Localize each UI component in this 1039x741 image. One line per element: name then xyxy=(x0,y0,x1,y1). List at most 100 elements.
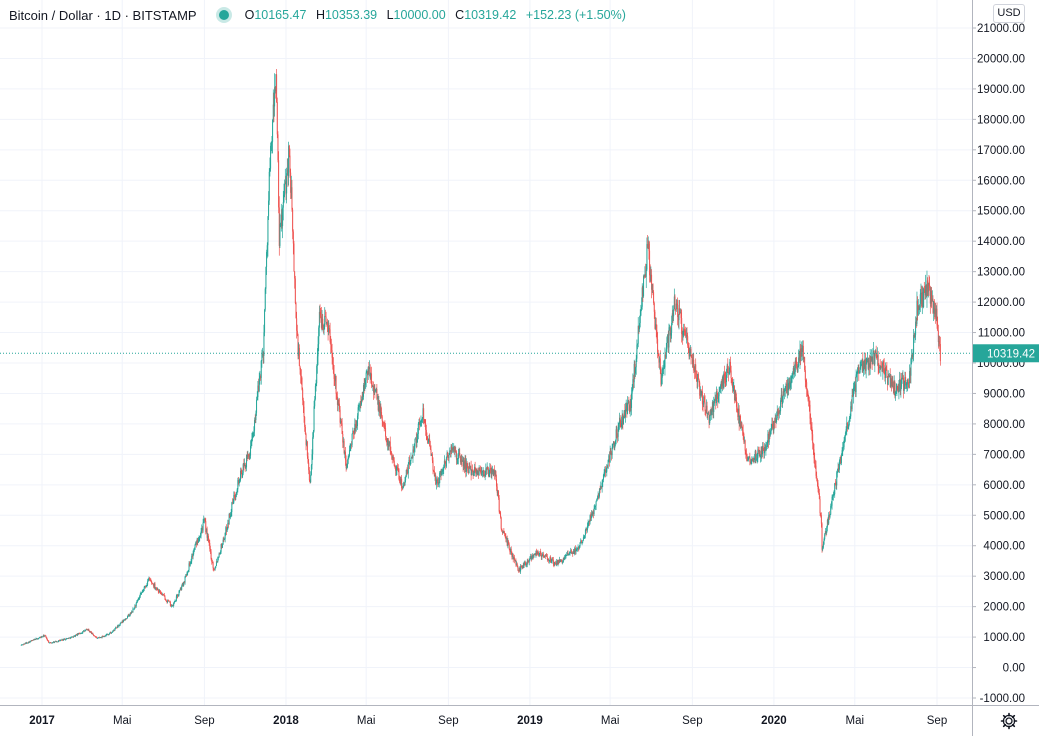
candle-body xyxy=(871,356,873,365)
candle-body xyxy=(514,557,516,561)
candle-body xyxy=(266,252,268,267)
candle-body xyxy=(42,635,44,637)
candle-body xyxy=(919,307,921,310)
candle-body xyxy=(608,455,610,461)
candle-body xyxy=(328,328,330,330)
candle-body xyxy=(109,632,111,634)
candle-body xyxy=(211,562,213,563)
candle-body xyxy=(188,563,190,571)
candle-body xyxy=(803,357,805,360)
candle-body xyxy=(275,74,277,92)
candle-body xyxy=(57,641,59,643)
y-tick-label: 1000.00 xyxy=(983,632,1025,644)
candle-body xyxy=(234,497,236,498)
symbol-title[interactable]: Bitcoin / Dollar · 1D · BITSTAMP xyxy=(9,7,197,23)
candle-body xyxy=(90,632,92,634)
candle-body xyxy=(259,375,261,380)
candle-body xyxy=(663,367,665,369)
candle-body xyxy=(417,423,419,435)
candle-body xyxy=(354,423,356,434)
candle-body xyxy=(157,588,159,592)
candle-body xyxy=(296,330,298,335)
candle-body xyxy=(66,638,68,640)
candle-body xyxy=(222,539,224,545)
candle-body xyxy=(838,467,840,470)
candle-body xyxy=(907,379,909,383)
candle-body xyxy=(236,491,238,495)
candle-body xyxy=(754,457,756,461)
candle-body xyxy=(294,278,296,304)
candle-body xyxy=(586,528,588,531)
candle-body xyxy=(872,352,874,365)
candle-body xyxy=(223,539,225,540)
candle-body xyxy=(669,327,671,328)
candle-body xyxy=(452,447,454,450)
y-tick-label: 6000.00 xyxy=(983,480,1025,492)
candle-body xyxy=(545,555,547,557)
currency-button[interactable]: USD xyxy=(993,4,1025,23)
candle-body xyxy=(510,548,512,552)
candle-body xyxy=(698,379,700,383)
candle-body xyxy=(79,633,81,635)
candle-body xyxy=(312,431,314,438)
candle-body xyxy=(886,369,888,378)
candle-body xyxy=(356,425,358,427)
candle-body xyxy=(139,596,141,599)
candle-body xyxy=(356,415,358,427)
candle-body xyxy=(359,401,361,406)
x-tick-label: Mai xyxy=(846,715,865,727)
candle-body xyxy=(40,637,42,638)
candle-body xyxy=(786,383,788,393)
candle-body xyxy=(340,420,342,424)
candle-body xyxy=(834,483,836,485)
candle-body xyxy=(25,642,27,644)
candle-body xyxy=(903,377,905,391)
candle-body xyxy=(208,541,210,543)
candle-body xyxy=(115,627,117,629)
candle-body xyxy=(935,308,937,319)
candle-body xyxy=(862,361,864,371)
candle-body xyxy=(468,466,470,474)
candle-body xyxy=(433,470,435,472)
candle-body xyxy=(551,559,553,562)
candle-body xyxy=(147,578,149,582)
candle-body xyxy=(873,350,875,365)
candle-body xyxy=(741,426,743,431)
candle-body xyxy=(873,350,875,353)
last-price-badge xyxy=(973,344,1039,363)
candle-body xyxy=(665,354,667,358)
candle-body xyxy=(69,637,71,639)
candle-body xyxy=(673,309,675,317)
candle-body xyxy=(511,551,513,557)
candle-body xyxy=(780,400,782,412)
candle-body xyxy=(728,372,730,374)
candle-body xyxy=(796,366,798,372)
candle-body xyxy=(828,514,830,517)
gear-icon[interactable] xyxy=(999,711,1019,731)
candle-body xyxy=(469,465,471,469)
candle-body xyxy=(20,644,22,646)
candle-body xyxy=(699,382,701,396)
candle-body xyxy=(398,469,400,480)
candle-body xyxy=(169,601,171,606)
candle-body xyxy=(655,324,657,329)
candle-body xyxy=(80,633,82,635)
candle-body xyxy=(242,473,244,478)
candle-body xyxy=(925,284,927,298)
candle-body xyxy=(123,620,125,622)
candle-body xyxy=(517,567,519,571)
candle-body xyxy=(213,569,215,571)
candle-body xyxy=(793,368,795,374)
candle-body xyxy=(830,505,832,507)
candle-body xyxy=(935,308,937,319)
candle-body xyxy=(217,557,219,562)
candle-body xyxy=(163,594,165,597)
candle-body xyxy=(892,382,894,386)
candle-body xyxy=(410,458,412,461)
candle-body xyxy=(677,317,679,321)
y-tick-label: 14000.00 xyxy=(977,236,1025,248)
candle-body xyxy=(526,564,528,566)
candle-body xyxy=(298,347,300,356)
candle-body xyxy=(587,523,589,526)
